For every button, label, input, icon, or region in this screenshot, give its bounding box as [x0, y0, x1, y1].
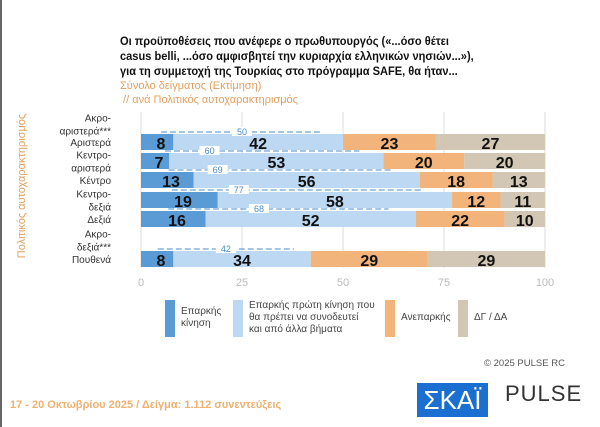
bar-segment: [383, 153, 465, 169]
skai-logo: ΣΚΑΪ: [417, 383, 488, 417]
bar-segment: [141, 172, 194, 188]
bar-value-label: 56: [298, 174, 316, 191]
bar-segment: [173, 251, 311, 267]
total-label-bg: [215, 244, 236, 253]
x-tick-label: 75: [438, 277, 450, 289]
bar-segment: [141, 153, 170, 169]
total-label: 60: [205, 146, 215, 156]
total-label: 42: [221, 244, 231, 254]
title-line: Οι προϋποθέσεις που ανέφερε ο πρωθυπουργ…: [120, 34, 450, 48]
bar-value-label: 52: [302, 213, 320, 230]
bar-segment: [141, 211, 206, 227]
bar-value-label: 19: [174, 194, 192, 211]
bar-value-label: 8: [157, 253, 166, 270]
x-tick-label: 50: [337, 277, 349, 289]
footer-sample-info: 17 - 20 Οκτωβρίου 2025 / Δείγμα: 1.112 σ…: [10, 399, 282, 411]
category-label: αριστερά***: [60, 126, 112, 138]
bar-value-label: 13: [162, 174, 180, 191]
bar-segment: [217, 192, 453, 208]
category-label: Ακρο-: [85, 114, 111, 125]
title-line: casus belli, ...όσο αμφισβητεί την κυρια…: [120, 49, 474, 63]
legend-label: ΔΓ / ΔΑ: [474, 312, 508, 323]
chart-title: Οι προϋποθέσεις που ανέφερε ο πρωθυπουργ…: [120, 34, 474, 79]
legend-swatch: [233, 300, 243, 337]
bar-value-label: 34: [233, 253, 251, 270]
bar-segment: [504, 211, 545, 227]
legend-swatch: [385, 300, 395, 337]
category-label: αριστερά: [71, 163, 111, 175]
title-line: για τη συμμετοχή της Τουρκίας στο πρόγρα…: [120, 64, 458, 78]
chart-plot: 0 25 50 75 100 Ακρο-αριστερά***Αριστερά 8 42 23 2…: [60, 112, 554, 289]
x-tick-label: 0: [138, 277, 144, 289]
category-label: Ακρο-: [85, 230, 111, 241]
total-label: 50: [237, 127, 247, 137]
bar-segment: [310, 251, 428, 267]
total-label: 69: [213, 165, 223, 175]
bar-value-label: 7: [155, 155, 164, 172]
category-label: Κεντρο-: [76, 190, 111, 201]
frame-border: [0, 0, 2, 427]
bar-value-label: 11: [514, 194, 531, 211]
total-label: 77: [234, 185, 244, 195]
bar-value-label: 23: [381, 136, 399, 153]
bar-segment: [141, 192, 218, 208]
total-label-bg: [248, 204, 269, 213]
bar-segment: [141, 251, 174, 267]
category-label: Πουθενά: [72, 254, 111, 266]
category-label: Αριστερά: [70, 137, 111, 149]
legend-swatch: [458, 300, 468, 337]
bar-value-label: 18: [447, 174, 465, 191]
bar-segment: [452, 192, 501, 208]
bar-value-label: 8: [157, 136, 166, 153]
bar-value-label: 16: [168, 213, 186, 230]
bar-segment: [427, 251, 545, 267]
pulse-logo: PULSE: [505, 381, 583, 406]
bar-segment: [415, 211, 505, 227]
bar-value-label: 58: [326, 194, 344, 211]
total-label: 68: [254, 204, 264, 214]
total-label-bg: [199, 146, 220, 155]
bar-segment: [464, 153, 545, 169]
copyright: © 2025 PULSE RC: [484, 358, 565, 369]
subtitle-breakdown: // ανά Πολιτικός αυτοχαρακτηρισμός: [120, 94, 298, 106]
bar-value-label: 29: [360, 253, 378, 270]
bar-value-label: 20: [415, 155, 433, 172]
subtitle: Σύνολο δείγματος (Εκτίμηση): [120, 80, 262, 92]
bar-value-label: 13: [510, 174, 528, 191]
legend-label: Επαρκής πρώτη κίνηση που θα πρέπει να συ…: [249, 300, 375, 335]
bar-value-label: 27: [482, 136, 500, 153]
category-label: Κέντρο: [80, 175, 112, 187]
category-label: δεξιά***: [77, 242, 111, 254]
total-label-bg: [207, 165, 228, 174]
bar-segment: [205, 211, 416, 227]
bar-value-label: 22: [451, 213, 469, 230]
legend-swatch: [165, 300, 175, 337]
bar-segment: [435, 134, 545, 150]
bar-segment: [419, 172, 493, 188]
bar-segment: [343, 134, 436, 150]
x-tick-label: 100: [536, 277, 554, 289]
bar-segment: [193, 172, 420, 188]
bar-segment: [500, 192, 545, 208]
x-tick-label: 25: [236, 277, 248, 289]
category-label: Δεξιά: [87, 214, 111, 226]
category-label: Κεντρο-: [76, 151, 111, 162]
bar-value-label: 10: [516, 213, 534, 230]
bar-value-label: 42: [249, 136, 267, 153]
bar-value-label: 53: [267, 155, 285, 172]
legend-label: Ανεπαρκής: [401, 312, 451, 323]
total-label-bg: [232, 127, 252, 136]
legend-label: Επαρκής κίνηση: [181, 306, 222, 329]
bar-value-label: 29: [478, 253, 496, 270]
bar-segment: [492, 172, 545, 188]
category-label: δεξιά: [88, 202, 111, 214]
bar-segment: [141, 134, 174, 150]
bar-value-label: 12: [467, 194, 485, 211]
bar-value-label: 20: [496, 155, 514, 172]
total-label-bg: [228, 185, 249, 194]
